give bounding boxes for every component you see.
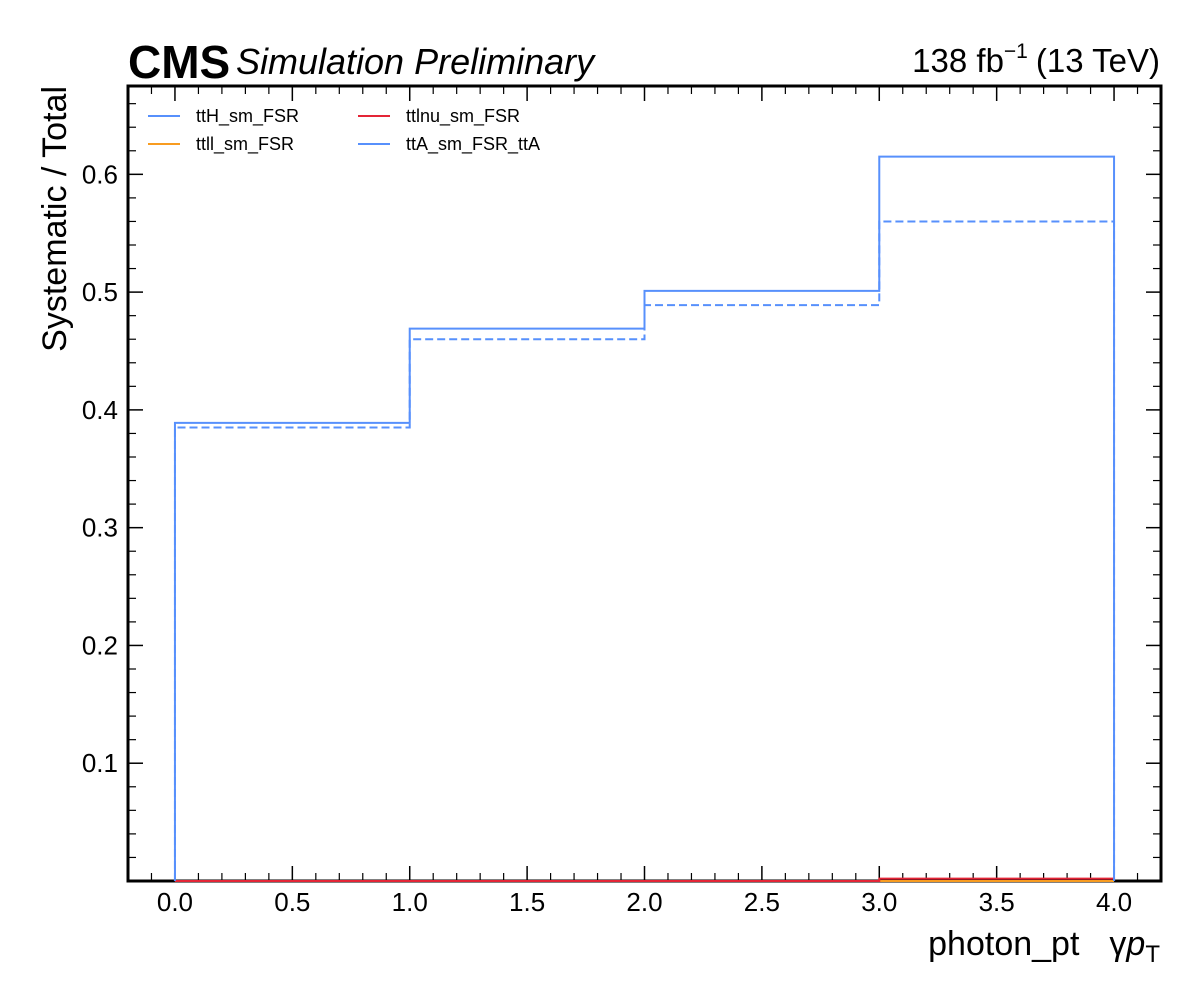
legend-label: ttH_sm_FSR xyxy=(196,106,299,127)
x-axis-label: photon_pt γpT xyxy=(928,925,1160,968)
legend-label: ttlnu_sm_FSR xyxy=(406,106,520,127)
y-tick-label: 0.4 xyxy=(82,395,118,425)
x-axis-label-symbol2: p xyxy=(1125,925,1145,963)
lumi-value: 138 fb xyxy=(912,42,1004,79)
y-axis-label: Systematic / Total xyxy=(36,86,74,352)
axis-ticks: 0.0 0.5 1.0 1.5 2.0 2.5 3.0 3.5 4.0 0.1 0.2 0.3 0.4 0… xyxy=(82,86,1162,917)
legend: ttH_sm_FSR ttll_sm_FSR ttlnu_sm_FSR ttA_sm_… xyxy=(148,106,540,155)
energy-label: (13 TeV) xyxy=(1036,42,1160,79)
x-tick-label: 3.5 xyxy=(979,887,1015,917)
series-layer xyxy=(173,155,1116,882)
series-dashed-variation xyxy=(173,220,1116,881)
x-tick-label: 0.5 xyxy=(274,887,310,917)
y-tick-label: 0.2 xyxy=(82,630,118,660)
experiment-label: CMS xyxy=(128,36,230,88)
x-axis-label-symbol: γ xyxy=(1109,925,1126,963)
y-tick-label: 0.5 xyxy=(82,277,118,307)
x-tick-label: 3.0 xyxy=(861,887,897,917)
x-axis-label-sub: T xyxy=(1145,941,1160,968)
series-tta-sm-fsr-tta xyxy=(173,155,1116,881)
x-axis-label-text: photon_pt xyxy=(928,925,1080,963)
x-tick-label: 4.0 xyxy=(1096,887,1132,917)
x-tick-label: 0.0 xyxy=(157,887,193,917)
x-tick-label: 1.5 xyxy=(509,887,545,917)
x-tick-label: 2.5 xyxy=(744,887,780,917)
y-tick-label: 0.1 xyxy=(82,748,118,778)
y-tick-label: 0.3 xyxy=(82,513,118,543)
legend-label: ttA_sm_FSR_ttA xyxy=(406,134,540,155)
simulation-tag: Simulation Preliminary xyxy=(236,41,596,82)
lumi-exponent: −1 xyxy=(1004,40,1028,63)
luminosity-energy-label: 138 fb−1 (13 TeV) xyxy=(912,40,1160,79)
x-tick-label: 2.0 xyxy=(626,887,662,917)
x-tick-label: 1.0 xyxy=(392,887,428,917)
plot-frame xyxy=(126,84,1163,883)
legend-label: ttll_sm_FSR xyxy=(196,134,294,155)
y-tick-label: 0.6 xyxy=(82,159,118,189)
